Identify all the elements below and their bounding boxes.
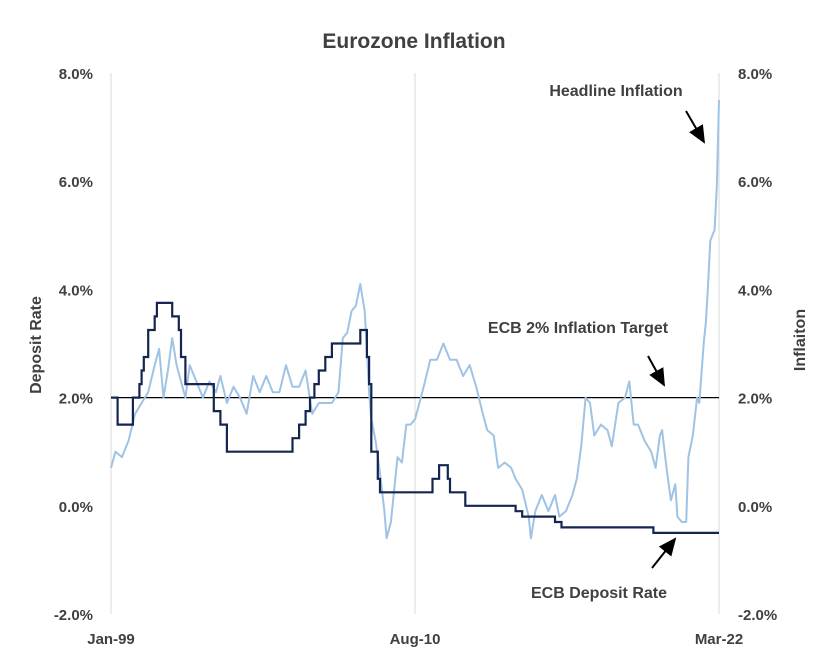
arrow-target xyxy=(647,355,665,387)
arrow-headline-inflation xyxy=(685,110,706,144)
left-axis-title: Deposit Rate xyxy=(28,296,45,394)
annotation-headline-inflation: Headline Inflation xyxy=(549,83,682,100)
annotation-deposit-rate: ECB Deposit Rate xyxy=(531,585,667,602)
x-tick: Jan-99 xyxy=(87,631,135,648)
chart-title: Eurozone Inflation xyxy=(322,30,505,53)
right-y-tick: 8.0% xyxy=(738,66,772,83)
left-y-tick-labels: 8.0% 6.0% 4.0% 2.0% 0.0% -2.0% xyxy=(54,66,93,624)
right-axis-title: Inflaiton xyxy=(792,309,809,371)
inflation-line xyxy=(110,100,720,540)
left-y-tick: 4.0% xyxy=(59,282,93,299)
deposit-rate-line xyxy=(111,301,719,534)
right-y-tick: 2.0% xyxy=(738,391,772,408)
right-y-tick-labels: 8.0% 6.0% 4.0% 2.0% 0.0% -2.0% xyxy=(738,66,777,624)
left-y-tick: 2.0% xyxy=(59,391,93,408)
left-y-tick: -2.0% xyxy=(54,607,93,624)
x-tick: Mar-22 xyxy=(695,631,743,648)
left-y-tick: 8.0% xyxy=(59,66,93,83)
right-y-tick: 4.0% xyxy=(738,282,772,299)
annotation-target: ECB 2% Inflation Target xyxy=(488,320,669,337)
right-y-tick: 0.0% xyxy=(738,499,772,516)
left-y-tick: 6.0% xyxy=(59,174,93,191)
left-y-tick: 0.0% xyxy=(59,499,93,516)
right-y-tick: 6.0% xyxy=(738,174,772,191)
arrow-deposit-rate xyxy=(651,537,677,569)
right-y-tick: -2.0% xyxy=(738,607,777,624)
x-tick: Aug-10 xyxy=(390,631,441,648)
vertical-gridlines xyxy=(110,73,720,614)
x-tick-labels: Jan-99 Aug-10 Mar-22 xyxy=(87,631,743,648)
